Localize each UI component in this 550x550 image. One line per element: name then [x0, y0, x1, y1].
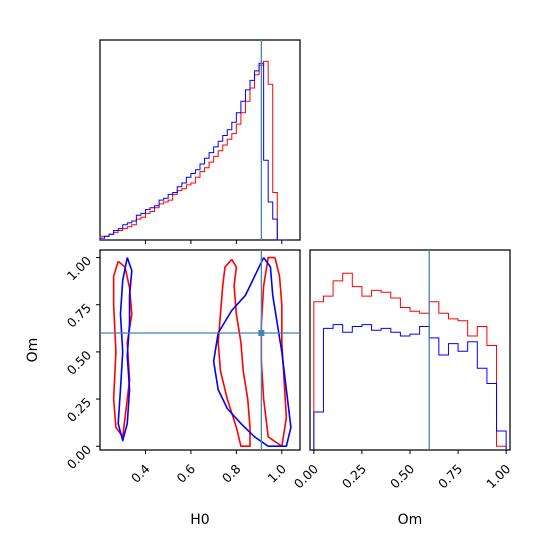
y-tick-label: 1.00 [64, 253, 94, 283]
panel-hist-Om: 0.00 0.25 0.50 0.75 1.00 Om [291, 249, 513, 528]
xlabel-H0: H0 [190, 512, 209, 528]
x-tick-label: 1.00 [483, 461, 513, 491]
y-tick-label: 0.50 [64, 347, 94, 377]
histogram-series-0 [313, 272, 507, 450]
x-tick-label: 0.75 [435, 461, 465, 491]
panel-hist-H0 [99, 39, 301, 244]
contour-frame [99, 249, 301, 451]
histogram-series-0 [99, 60, 287, 241]
contour-level-2 [260, 256, 288, 448]
x-tick-label: 0.50 [387, 461, 417, 491]
x-tick-label: 0.00 [291, 461, 321, 491]
y-tick-label: 0.75 [64, 300, 94, 330]
histogram-series-1 [99, 62, 287, 241]
x-tick-label: 0.6 [173, 461, 198, 486]
contour-level-1 [217, 258, 251, 448]
x-tick-label: 1.0 [264, 461, 289, 486]
contour-level-3 [117, 257, 133, 442]
x-tick-label: 0.8 [219, 461, 244, 486]
x-tick-label: 0.25 [339, 461, 369, 491]
truth-marker [258, 330, 265, 337]
x-tick-label: 0.4 [128, 461, 153, 486]
y-tick-label: 0.25 [64, 395, 94, 425]
panel-contour-H0-Om: 0.4 0.6 0.8 1.0 0.00 0.25 0.50 0.75 1.00 H0 Om [25, 249, 301, 528]
xlabel-Om: Om [398, 512, 423, 528]
ylabel-Om: Om [25, 338, 41, 363]
contour-level-4 [212, 257, 292, 448]
histogram-series-1 [313, 324, 507, 450]
y-tick-label: 0.00 [64, 442, 94, 472]
hist-Om-frame [309, 249, 511, 451]
hist-H0-frame [99, 39, 301, 241]
